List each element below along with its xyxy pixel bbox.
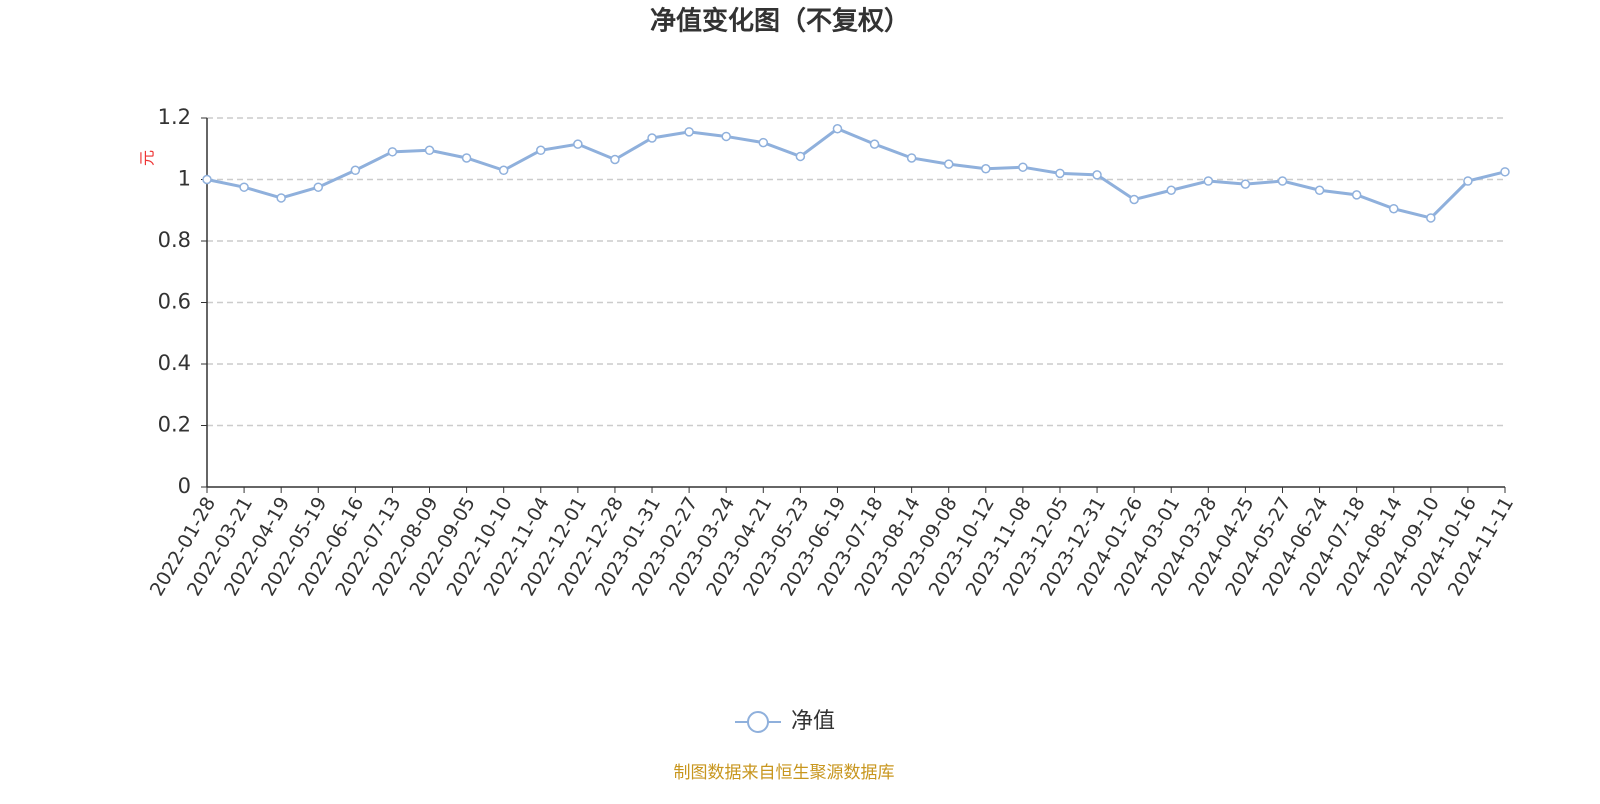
- y-tick-label: 0.8: [158, 228, 191, 252]
- series-line: [206, 127, 1506, 220]
- point: [758, 137, 769, 148]
- point: [832, 124, 843, 134]
- point: [573, 139, 583, 149]
- point: [387, 147, 398, 157]
- point: [1314, 185, 1325, 196]
- point: [1500, 167, 1510, 177]
- point: [1388, 203, 1399, 214]
- point: [1463, 176, 1473, 186]
- point: [461, 153, 472, 163]
- y-tick-label: 1.2: [158, 105, 191, 129]
- legend-label: 净值: [791, 709, 835, 734]
- point: [202, 174, 212, 185]
- y-tick-label: 0.2: [158, 413, 191, 437]
- source-note: 制图数据来自恒生聚源数据库: [674, 763, 895, 783]
- point: [795, 151, 806, 162]
- point: [536, 145, 546, 156]
- point: [313, 182, 324, 192]
- point: [647, 133, 657, 143]
- chart-title: 净值变化图（不复权）: [650, 6, 910, 37]
- point: [721, 131, 731, 142]
- point: [1277, 176, 1288, 186]
- point: [1092, 170, 1102, 180]
- point: [981, 163, 991, 174]
- point: [1351, 190, 1362, 200]
- point: [869, 139, 880, 149]
- point: [610, 154, 620, 165]
- point: [1240, 179, 1251, 189]
- y-tick-label: 1: [178, 167, 191, 191]
- point: [1166, 185, 1176, 196]
- point: [943, 159, 954, 169]
- y-axis-label: 元: [138, 150, 157, 166]
- y-tick-label: 0.4: [158, 351, 191, 375]
- point: [1055, 168, 1065, 179]
- point: [1129, 194, 1139, 205]
- point: [1203, 176, 1214, 186]
- point: [424, 145, 435, 156]
- point: [239, 182, 249, 192]
- point: [350, 165, 361, 176]
- point: [498, 165, 509, 176]
- legend-marker: [747, 711, 769, 733]
- y-tick-label: 0.6: [158, 290, 191, 314]
- point: [684, 127, 694, 137]
- point: [1018, 162, 1028, 172]
- point: [1426, 213, 1436, 223]
- y-tick-label: 0: [178, 474, 191, 498]
- point: [906, 153, 917, 163]
- point: [276, 193, 286, 203]
